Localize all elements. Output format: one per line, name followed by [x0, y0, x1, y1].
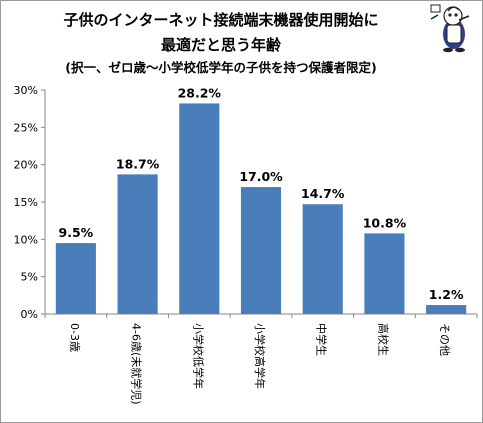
data-label: 1.2%: [429, 287, 464, 302]
category-label: 0-3歳: [68, 323, 81, 352]
bar-7: [426, 305, 467, 314]
chart-title-line-1: 子供のインターネット接続端末機器使用開始に: [63, 11, 379, 29]
category-label: 中学生: [315, 323, 329, 356]
category-label: その他: [438, 323, 451, 356]
bar-4: [240, 187, 282, 314]
y-tick-label: 10%: [14, 233, 38, 246]
bar-2: [117, 174, 158, 314]
bar-6: [364, 233, 405, 314]
chart-subtitle: (択一、ゼロ歳～小学校低学年の子供を持つ保護者限定): [65, 60, 377, 75]
category-label: 小学校低学年: [191, 323, 205, 389]
bar-3: [179, 103, 220, 314]
y-tick-label: 0%: [21, 308, 38, 321]
category-label: 4-6歳(未就学児): [130, 323, 144, 405]
bar-5: [302, 204, 343, 314]
y-tick-label: 25%: [14, 121, 38, 134]
category-label: 小学校高学年: [253, 323, 267, 389]
mascot-icon: [430, 4, 470, 53]
chart-title-line-2: 最適だと思う年齢: [160, 36, 281, 54]
data-label: 17.0%: [239, 169, 283, 184]
category-label: 高校生: [376, 323, 390, 356]
data-label: 9.5%: [59, 225, 94, 240]
data-label: 28.2%: [178, 85, 222, 100]
y-tick-label: 15%: [14, 196, 38, 209]
data-label: 18.7%: [116, 156, 160, 171]
y-tick-label: 30%: [14, 84, 38, 97]
data-label: 10.8%: [363, 215, 407, 230]
data-label: 14.7%: [301, 186, 345, 201]
bar-1: [55, 243, 96, 314]
y-tick-label: 20%: [14, 159, 38, 172]
y-tick-label: 5%: [21, 271, 38, 284]
